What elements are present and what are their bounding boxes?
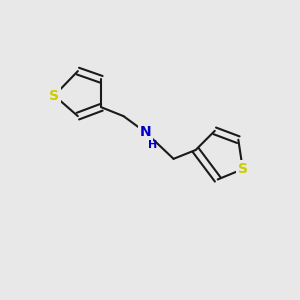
Text: S: S [49, 88, 59, 103]
Text: N: N [140, 125, 152, 139]
Text: H: H [148, 140, 158, 150]
Text: S: S [238, 162, 248, 176]
